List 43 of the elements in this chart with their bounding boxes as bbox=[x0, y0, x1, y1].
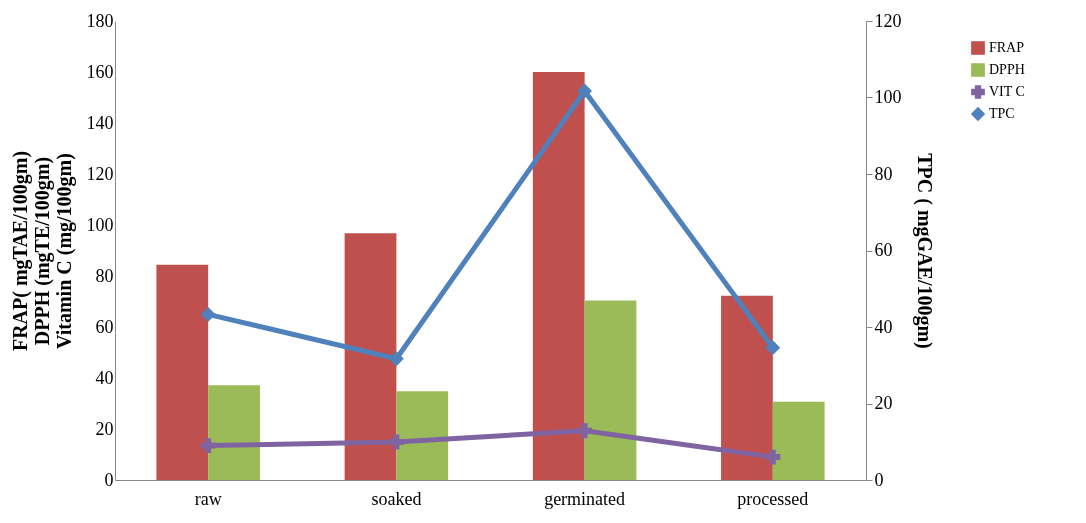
y2-tick-label: 60 bbox=[874, 240, 893, 260]
x-tick-label: processed bbox=[737, 488, 809, 509]
legend-label: VIT C bbox=[989, 84, 1025, 99]
y-tick-label: 140 bbox=[86, 112, 114, 133]
y2-tick-label: 0 bbox=[874, 469, 884, 490]
bar bbox=[208, 385, 260, 480]
point bbox=[577, 83, 593, 99]
y-tick-label: 180 bbox=[86, 10, 114, 31]
y-tick-label: 40 bbox=[95, 367, 114, 388]
y-axis-title: FRAP( mgTAE/100gm) DPPH (mgTE/100gm) Vitamin C (mg/100gm) bbox=[8, 150, 76, 352]
y2-tick-label: 120 bbox=[874, 10, 902, 31]
point bbox=[577, 423, 593, 439]
legend-label: FRAP bbox=[989, 40, 1025, 55]
x-tick-label: raw bbox=[194, 488, 222, 509]
point bbox=[200, 306, 216, 322]
y2-tick-label: 20 bbox=[874, 393, 893, 413]
point bbox=[765, 449, 781, 465]
bar bbox=[772, 401, 825, 480]
legend-label: DPPH bbox=[989, 62, 1025, 77]
y-tick-label: 160 bbox=[86, 61, 114, 82]
x-tick-label: germinated bbox=[544, 488, 626, 509]
bar bbox=[721, 295, 773, 480]
y2-tick-label: 100 bbox=[874, 87, 902, 107]
y-tick-label: 120 bbox=[86, 163, 114, 184]
point bbox=[765, 340, 781, 356]
y2-tick-label: 80 bbox=[874, 163, 893, 184]
bar bbox=[532, 72, 585, 480]
y-tick-label: 20 bbox=[95, 418, 114, 439]
x-tick-label: soaked bbox=[371, 488, 422, 509]
y2-axis-title: TPC ( mgGAE/100gm) bbox=[912, 153, 936, 349]
bar bbox=[396, 391, 449, 480]
legend-label: TPC bbox=[989, 106, 1015, 121]
y-tick-label: 0 bbox=[104, 469, 114, 490]
point bbox=[388, 434, 404, 450]
bar bbox=[156, 264, 209, 480]
y-tick-label: 100 bbox=[86, 214, 114, 235]
y2-tick-label: 40 bbox=[874, 316, 893, 337]
y-tick-label: 80 bbox=[95, 265, 114, 286]
bar bbox=[344, 233, 397, 480]
point bbox=[388, 351, 404, 367]
point bbox=[200, 438, 216, 453]
y-tick-label: 60 bbox=[95, 316, 114, 337]
bar bbox=[584, 300, 637, 480]
